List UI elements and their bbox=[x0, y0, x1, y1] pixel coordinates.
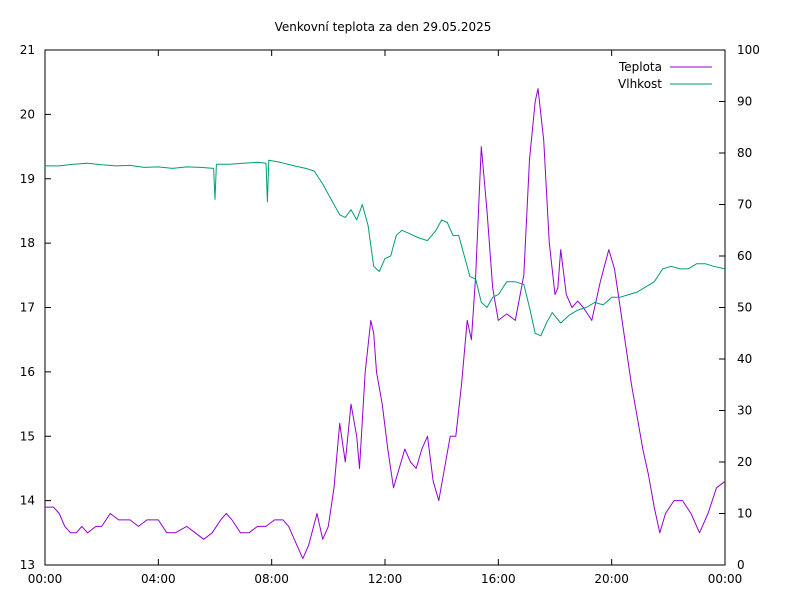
legend-label-vlhkost: Vlhkost bbox=[618, 77, 662, 91]
y-left-tick-label: 14 bbox=[20, 494, 35, 508]
legend-label-teplota: Teplota bbox=[618, 60, 662, 74]
x-tick-label: 20:00 bbox=[594, 572, 629, 586]
x-tick-label: 12:00 bbox=[368, 572, 403, 586]
y-left-tick-label: 20 bbox=[20, 107, 35, 121]
axis-ticks: 00:00 04:00 08:00 12:00 16:00 20:00 00:0013141… bbox=[20, 43, 760, 586]
y-left-tick-label: 13 bbox=[20, 558, 35, 572]
y-left-tick-label: 17 bbox=[20, 301, 35, 315]
y-left-tick-label: 18 bbox=[20, 236, 35, 250]
y-right-tick-label: 70 bbox=[737, 198, 752, 212]
x-tick-label: 08:00 bbox=[254, 572, 289, 586]
y-right-tick-label: 40 bbox=[737, 352, 752, 366]
plot-frame bbox=[44, 49, 726, 566]
y-right-tick-label: 30 bbox=[737, 404, 752, 418]
y-left-tick-label: 21 bbox=[20, 43, 35, 57]
x-tick-label: 04:00 bbox=[141, 572, 176, 586]
y-right-tick-label: 0 bbox=[737, 558, 745, 572]
y-left-tick-label: 16 bbox=[20, 365, 35, 379]
series-layer bbox=[45, 88, 726, 560]
x-tick-label: 00:00 bbox=[28, 572, 63, 586]
chart-title: Venkovní teplota za den 29.05.2025 bbox=[275, 20, 492, 34]
legend: Teplota Vlhkost bbox=[618, 60, 712, 91]
y-right-tick-label: 100 bbox=[737, 43, 760, 57]
series-line-vlhkost bbox=[45, 159, 726, 337]
y-right-tick-label: 10 bbox=[737, 507, 752, 521]
x-tick-label: 16:00 bbox=[481, 572, 516, 586]
y-left-tick-label: 15 bbox=[20, 429, 35, 443]
y-left-tick-label: 19 bbox=[20, 172, 35, 186]
y-right-tick-label: 50 bbox=[737, 301, 752, 315]
x-tick-label: 00:00 bbox=[708, 572, 743, 586]
y-right-tick-label: 80 bbox=[737, 146, 752, 160]
y-right-tick-label: 90 bbox=[737, 95, 752, 109]
y-right-tick-label: 60 bbox=[737, 249, 752, 263]
series-line-teplota bbox=[45, 88, 726, 560]
y-right-tick-label: 20 bbox=[737, 455, 752, 469]
